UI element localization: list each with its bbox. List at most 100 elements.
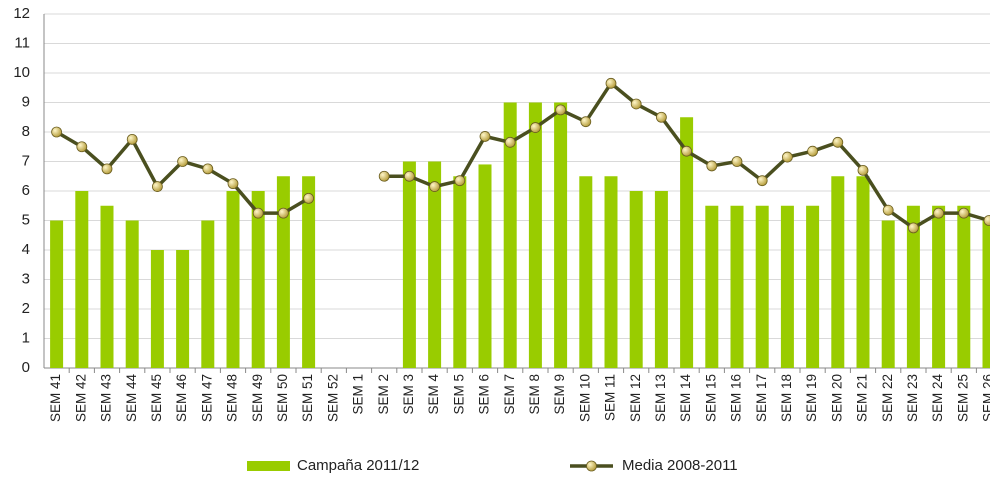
line-marker xyxy=(630,98,642,110)
bar xyxy=(755,205,769,368)
bar xyxy=(806,205,820,368)
x-tick-label: SEM 22 xyxy=(880,374,895,422)
y-tick-label: 1 xyxy=(22,329,30,346)
bar xyxy=(780,205,794,368)
bar xyxy=(604,176,618,368)
line-marker xyxy=(681,145,692,157)
line-marker xyxy=(76,141,88,153)
y-tick-label: 0 xyxy=(22,359,30,376)
bar xyxy=(503,102,517,368)
line-marker xyxy=(782,151,793,163)
line-marker xyxy=(227,178,239,190)
y-tick-label: 4 xyxy=(22,241,30,258)
bar xyxy=(554,102,568,368)
line-marker xyxy=(530,122,541,133)
line-marker xyxy=(454,175,466,187)
legend-swatch xyxy=(247,461,290,471)
bar xyxy=(226,191,240,368)
line-marker xyxy=(177,156,189,167)
x-tick-label: SEM 26 xyxy=(981,374,990,422)
bar xyxy=(705,205,719,368)
line-marker xyxy=(101,163,113,175)
bar xyxy=(654,191,668,368)
line-marker xyxy=(706,160,718,172)
bar xyxy=(932,205,946,368)
line-marker xyxy=(378,170,390,182)
bar xyxy=(957,205,971,368)
x-tick-label: SEM 16 xyxy=(729,374,744,422)
bar xyxy=(856,176,870,368)
line-marker xyxy=(933,207,944,219)
line-marker xyxy=(303,192,315,204)
x-tick-label: SEM 9 xyxy=(552,374,567,415)
bar xyxy=(125,220,139,368)
x-tick-label: SEM 25 xyxy=(955,374,970,422)
bar xyxy=(680,117,694,368)
y-tick-label: 11 xyxy=(14,34,30,51)
bar xyxy=(881,220,895,368)
line-marker xyxy=(857,164,869,176)
line xyxy=(55,80,990,230)
line-marker xyxy=(807,145,818,157)
line-marker xyxy=(429,181,441,192)
line-marker xyxy=(479,131,491,142)
x-tick-label: SEM 48 xyxy=(225,374,240,422)
bar xyxy=(402,161,416,368)
y-tick-label: 9 xyxy=(22,93,30,110)
bar xyxy=(428,161,442,368)
x-tick-label: SEM 45 xyxy=(149,374,164,422)
x-tick-label: SEM 50 xyxy=(275,374,290,422)
bar xyxy=(982,220,990,368)
bar xyxy=(201,220,215,368)
bar xyxy=(50,220,64,368)
x-tick-label: SEM 17 xyxy=(754,374,769,422)
x-tick-label: SEM 52 xyxy=(325,374,340,422)
line-marker xyxy=(252,207,264,219)
bar xyxy=(629,191,643,368)
bar xyxy=(176,250,190,368)
legend-label: Media 2008-2011 xyxy=(622,457,738,474)
bar xyxy=(75,191,89,368)
bar xyxy=(150,250,164,368)
x-tick-label: SEM 23 xyxy=(905,374,920,422)
y-tick-label: 12 xyxy=(13,5,30,22)
bar xyxy=(453,176,467,368)
x-tick-label: SEM 15 xyxy=(703,374,718,422)
line-marker xyxy=(202,163,214,175)
x-tick-label: SEM 5 xyxy=(451,374,466,415)
line-marker xyxy=(555,104,566,116)
y-tick-label: 3 xyxy=(22,270,30,287)
x-tick-label: SEM 8 xyxy=(527,374,542,415)
line-marker xyxy=(832,136,844,148)
bar xyxy=(251,191,265,368)
y-tick-label: 2 xyxy=(22,300,30,317)
x-tick-label: SEM 20 xyxy=(829,374,844,422)
x-tick-label: SEM 51 xyxy=(300,374,315,422)
line-marker xyxy=(277,207,289,219)
line-marker xyxy=(580,116,592,128)
line-marker xyxy=(504,136,516,148)
x-tick-label: SEM 11 xyxy=(603,374,618,421)
legend-marker xyxy=(586,460,597,472)
line-marker xyxy=(983,215,990,226)
x-tick-label: SEM 18 xyxy=(779,374,794,422)
line-marker xyxy=(126,133,138,145)
x-tick-label: SEM 19 xyxy=(804,374,819,422)
bar xyxy=(302,176,316,368)
line-marker xyxy=(151,181,163,192)
bar xyxy=(730,205,744,368)
x-tick-label: SEM 41 xyxy=(48,374,63,422)
legend-label: Campaña 2011/12 xyxy=(297,457,419,474)
y-tick-label: 8 xyxy=(22,123,30,140)
line-marker xyxy=(882,204,894,216)
x-tick-label: SEM 14 xyxy=(678,374,693,423)
x-tick-label: SEM 1 xyxy=(351,374,366,415)
bar xyxy=(100,205,114,368)
x-tick-label: SEM 47 xyxy=(199,374,214,422)
x-tick-label: SEM 3 xyxy=(401,374,416,415)
line-marker xyxy=(51,126,62,138)
x-tick-label: SEM 43 xyxy=(99,374,114,422)
y-tick-label: 6 xyxy=(22,182,30,199)
x-tick-label: SEM 4 xyxy=(426,374,441,415)
